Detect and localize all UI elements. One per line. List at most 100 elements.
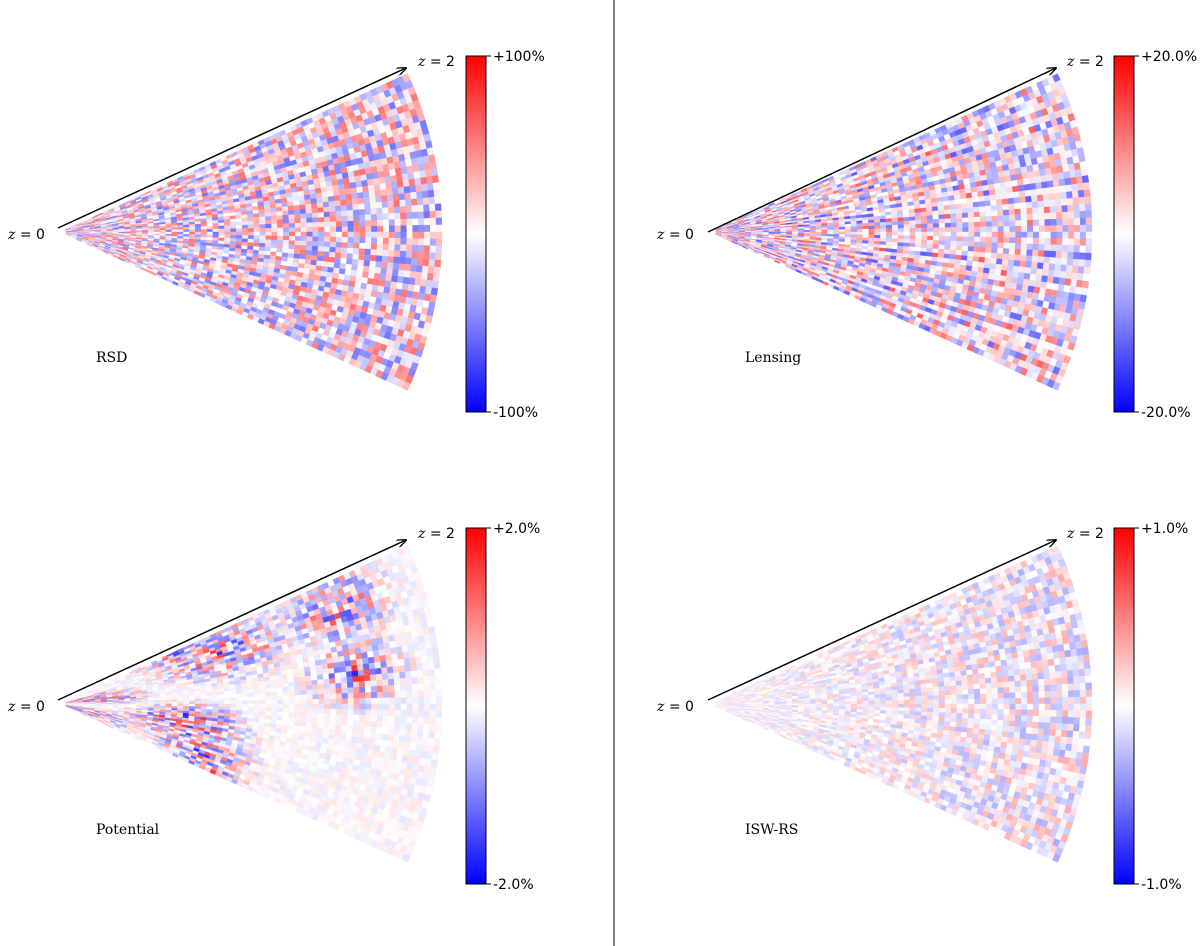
map-cell [392,193,400,202]
map-cell [377,231,384,239]
map-cell [277,227,284,233]
map-cell [341,242,349,249]
map-cell [950,245,957,251]
map-cell [862,225,869,230]
map-cell [189,234,196,238]
map-cell [364,248,372,256]
map-cell [862,228,870,233]
map-cell [236,228,243,233]
map-cell [396,275,405,284]
map-cell [399,199,407,207]
map-cell [821,231,828,235]
wedge-lensing [715,73,1093,391]
map-cell [376,243,384,251]
map-cell [914,243,922,248]
map-cell [433,266,441,275]
map-cell [218,228,225,233]
map-cell [353,231,361,238]
map-cell [421,272,429,281]
map-cell [194,223,202,228]
map-cell [435,238,443,247]
map-cell [938,209,945,216]
map-cell [247,213,254,219]
map-cell [322,201,330,208]
map-cell [950,227,958,233]
map-cell [850,231,858,235]
map-cell [921,219,928,225]
map-cell [961,250,969,257]
map-cell [406,231,413,239]
map-cell [915,239,922,245]
map-cell [950,213,957,219]
map-cell [345,199,353,206]
map-cell [311,250,319,257]
map-cell [353,226,361,233]
map-cell [323,211,331,218]
map-cell [891,231,899,236]
map-cell [324,236,331,243]
map-cell [434,203,442,212]
map-cell [341,221,349,228]
map-cell [938,223,946,228]
map-cell [396,180,405,189]
map-cell [369,202,377,210]
map-cell [288,244,296,250]
map-cell [961,207,969,214]
map-cell [247,231,255,236]
map-cell [966,197,974,204]
map-cell [398,193,406,201]
map-cell [288,214,296,220]
map-cell [903,235,911,240]
map-cell [388,213,396,221]
map-cell [264,212,272,217]
map-cell [310,202,318,209]
map-cell [323,216,331,223]
map-cell [412,238,419,246]
map-cell [327,266,335,274]
map-cell [382,225,390,233]
map-cell [276,239,284,245]
map-cell [430,168,439,177]
map-cell [897,231,905,236]
map-cell [932,218,940,224]
map-cell [294,240,302,246]
map-cell [312,217,319,223]
map-cell [874,234,881,239]
map-cell [316,260,324,267]
map-cell [300,222,308,228]
map-cell [885,218,893,223]
map-cell [931,201,939,208]
map-cell [885,238,893,243]
map-cell [387,256,395,264]
map-cell [424,231,431,240]
map-cell [235,241,243,246]
map-cell [357,259,365,267]
map-cell [375,255,383,263]
map-cell [183,229,190,233]
map-cell [322,196,329,203]
map-cell [189,229,196,233]
map-cell [253,231,261,236]
map-cell [423,204,430,212]
map-cell [422,258,430,267]
map-cell [276,219,284,225]
map-cell [294,218,302,224]
map-cell [856,226,863,230]
colorbar [465,55,487,413]
map-cell [292,200,300,207]
map-cell [415,184,423,193]
map-cell [938,240,946,246]
map-cell [229,241,237,246]
map-cell [206,226,214,230]
map-cell [405,199,412,207]
map-cell [382,219,390,227]
map-cell [879,215,887,220]
map-cell [288,231,296,237]
map-cell [306,227,314,233]
map-cell [362,265,370,273]
map-cell [961,212,969,219]
map-cell [926,247,934,253]
map-cell [304,198,312,205]
map-cell [950,240,957,247]
